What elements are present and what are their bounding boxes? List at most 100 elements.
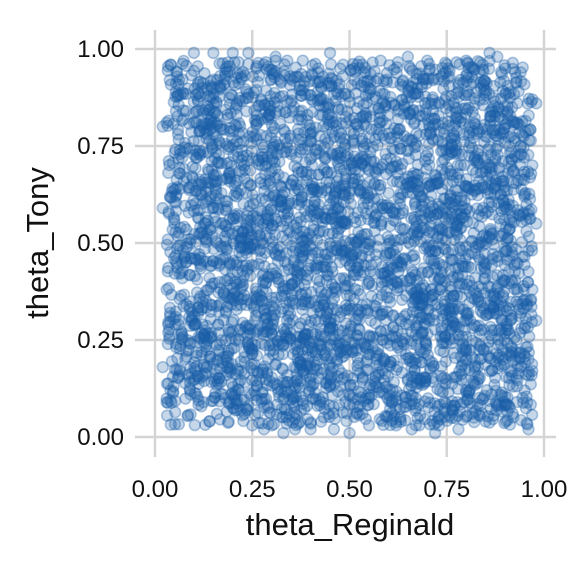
scatter-point — [469, 336, 483, 349]
scatter-point — [467, 226, 480, 240]
scatter-point — [181, 82, 195, 95]
scatter-point — [389, 275, 402, 289]
scatter-point — [380, 67, 394, 80]
scatter-point — [295, 287, 308, 301]
scatter-point — [240, 216, 254, 230]
scatter-point — [281, 54, 294, 67]
scatter-point — [205, 138, 219, 151]
scatter-point — [249, 338, 262, 352]
scatter-point — [379, 147, 392, 161]
scatter-point — [195, 303, 208, 316]
scatter-point — [330, 85, 343, 99]
scatter-point — [235, 165, 249, 179]
scatter-point — [487, 301, 500, 314]
scatter-point — [190, 360, 203, 373]
scatter-point — [162, 261, 175, 275]
scatter-point — [485, 196, 498, 209]
scatter-point — [454, 207, 468, 221]
scatter-point — [361, 197, 375, 210]
scatter-point — [419, 90, 432, 103]
scatter-point — [447, 96, 460, 110]
scatter-point — [416, 300, 430, 313]
scatter-point — [168, 213, 181, 226]
scatter-point — [525, 357, 539, 371]
scatter-point — [359, 106, 372, 120]
scatter-point — [204, 350, 217, 363]
scatter-point — [359, 89, 373, 103]
scatter-point — [439, 212, 452, 225]
scatter-point — [443, 70, 456, 83]
scatter-point — [360, 364, 373, 377]
scatter-point — [491, 50, 504, 63]
scatter-point — [413, 273, 426, 286]
scatter-point — [343, 379, 357, 393]
y-tick-label: 0.75 — [77, 133, 124, 160]
scatter-point — [194, 331, 207, 344]
scatter-point — [430, 261, 443, 274]
scatter-point — [530, 314, 543, 327]
scatter-point — [344, 197, 358, 211]
scatter-point — [432, 419, 446, 432]
scatter-point — [183, 300, 196, 313]
scatter-point — [177, 300, 190, 313]
scatter-point — [374, 219, 388, 232]
scatter-point — [243, 319, 257, 332]
scatter-point — [215, 173, 229, 187]
scatter-point — [172, 78, 185, 91]
scatter-point — [189, 318, 202, 331]
scatter-point — [337, 188, 350, 202]
scatter-point — [303, 359, 316, 372]
scatter-point — [267, 189, 280, 202]
scatter-point — [221, 416, 235, 429]
scatter-point — [172, 318, 185, 331]
scatter-point — [390, 363, 403, 377]
scatter-point — [511, 96, 524, 110]
scatter-point — [468, 92, 481, 105]
scatter-point — [410, 289, 424, 302]
scatter-point — [478, 286, 492, 300]
scatter-point — [246, 125, 259, 139]
scatter-point — [331, 203, 344, 216]
scatter-point — [506, 165, 519, 179]
scatter-point — [475, 282, 489, 295]
scatter-point — [289, 178, 303, 192]
scatter-point — [343, 275, 356, 288]
scatter-point — [267, 295, 281, 309]
scatter-point — [290, 408, 303, 421]
scatter-point — [432, 197, 445, 211]
scatter-point — [388, 143, 401, 157]
scatter-point — [187, 46, 201, 60]
scatter-point — [317, 150, 331, 163]
scatter-point — [393, 207, 406, 221]
scatter-point — [376, 305, 389, 318]
scatter-point — [336, 343, 350, 356]
scatter-point — [190, 349, 203, 363]
scatter-point — [224, 166, 237, 179]
scatter-point — [284, 145, 298, 158]
scatter-point — [282, 282, 295, 296]
scatter-point — [205, 121, 219, 134]
scatter-point — [238, 172, 251, 185]
scatter-point — [209, 196, 222, 209]
scatter-point — [246, 337, 259, 351]
scatter-point — [497, 126, 510, 139]
scatter-point — [191, 203, 204, 217]
scatter-point — [418, 171, 431, 184]
scatter-point — [496, 174, 510, 187]
scatter-point — [474, 304, 487, 317]
scatter-point — [444, 324, 457, 338]
scatter-point — [493, 188, 507, 201]
scatter-point — [256, 363, 270, 377]
scatter-point — [227, 124, 240, 137]
scatter-point — [331, 169, 344, 183]
scatter-point — [313, 99, 326, 112]
scatter-point — [214, 120, 227, 133]
scatter-point — [291, 162, 304, 175]
scatter-point — [205, 163, 219, 176]
scatter-point — [353, 183, 367, 196]
scatter-point — [278, 64, 291, 78]
scatter-point — [347, 159, 360, 173]
x-tick-label: 0.75 — [423, 476, 470, 503]
scatter-point — [508, 65, 522, 79]
scatter-point — [356, 407, 369, 421]
